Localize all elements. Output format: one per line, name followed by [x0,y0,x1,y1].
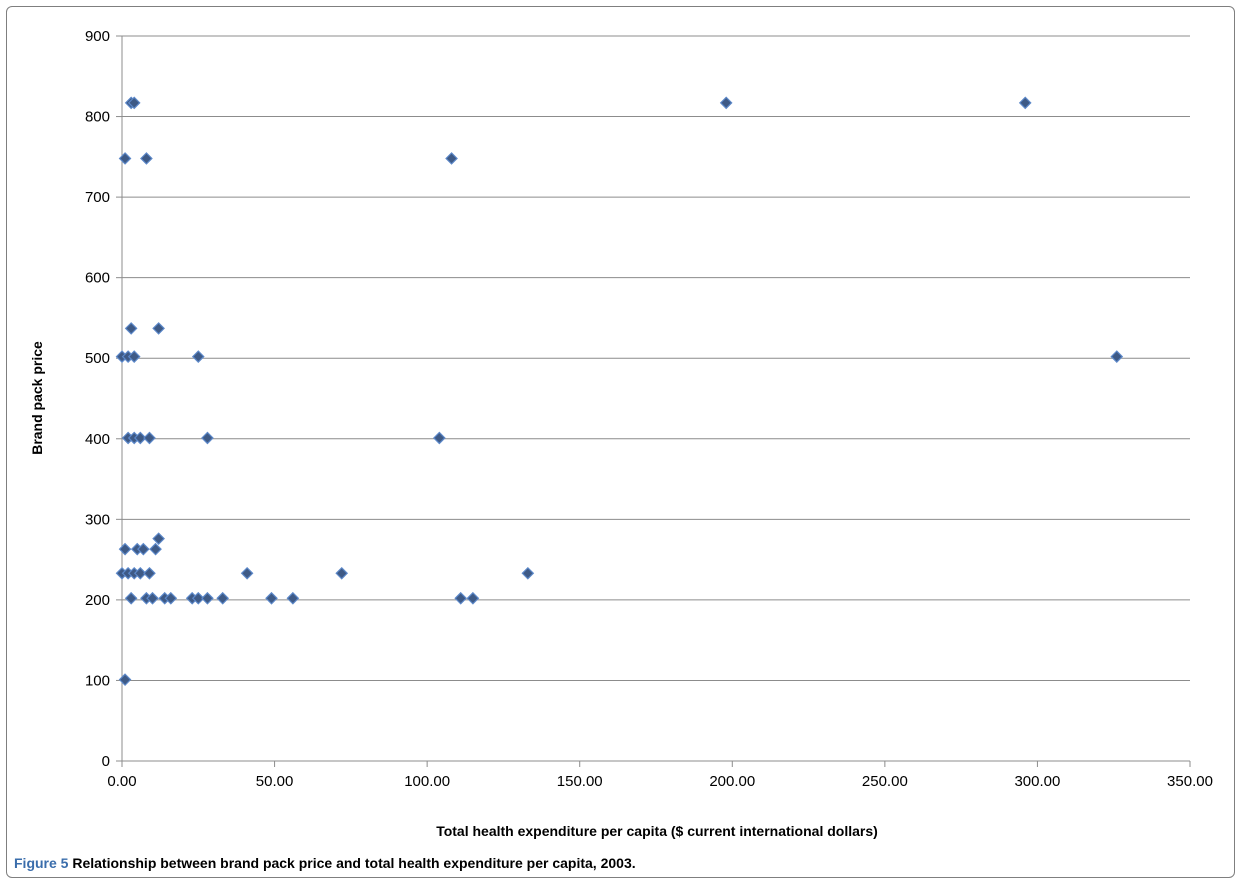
y-tick-label: 900 [85,28,110,45]
data-point [216,591,230,605]
data-point [124,322,138,335]
data-point [152,322,165,335]
data-point [143,566,156,580]
data-point [454,591,468,605]
data-point [201,431,214,445]
data-point [286,591,300,605]
data-point [466,591,480,605]
data-point [127,96,141,110]
data-point [133,566,147,580]
x-tick-label: 0.00 [107,773,136,790]
data-point [335,566,349,580]
data-point [127,350,141,363]
data-point [118,542,132,556]
data-point [191,350,205,363]
x-tick-label: 150.00 [557,773,603,790]
tick-labels: 0 100 200 300 400 500 600 700 800 900 0.00 50.00 100… [85,28,1213,790]
scatter-chart: 0 100 200 300 400 500 600 700 800 900 0.00 50.00 100… [29,28,1213,839]
data-point [149,542,162,556]
y-tick-label: 100 [85,672,110,689]
data-point [133,431,147,445]
caption-text: Relationship between brand pack price an… [68,855,636,871]
data-point [118,673,132,686]
data-point [433,431,446,445]
gridlines [122,35,1190,762]
data-point [201,591,214,605]
x-tick-label: 200.00 [709,773,755,790]
data-point [146,591,159,605]
caption-label: Figure 5 [14,855,69,871]
y-tick-label: 300 [85,511,110,528]
x-tick-label: 100.00 [404,773,450,790]
y-tick-label: 500 [85,350,110,367]
data-point [191,591,205,605]
data-point [719,96,733,110]
y-tick-label: 800 [85,109,110,126]
data-point [1110,350,1124,363]
data-points [115,96,1124,686]
data-point [143,431,156,445]
data-point [445,152,458,165]
x-axis-title: Total health expenditure per capita ($ c… [436,823,878,839]
x-tick-label: 350.00 [1167,773,1213,790]
figure-frame [6,6,1235,878]
data-point [137,542,150,556]
data-point [152,532,165,546]
y-tick-label: 200 [85,592,110,609]
data-point [265,591,278,605]
figure-caption: Figure 5 Relationship between brand pack… [14,855,636,871]
x-tick-label: 300.00 [1014,773,1060,790]
y-tick-label: 600 [85,270,110,287]
data-point [521,566,535,580]
data-point [140,152,153,165]
data-point [240,566,254,580]
y-tick-label: 0 [102,753,110,770]
y-tick-label: 400 [85,431,110,448]
y-axis-title: Brand pack price [29,341,45,455]
data-point [1018,96,1032,110]
x-tick-label: 250.00 [862,773,908,790]
data-point [124,591,138,605]
x-tick-label: 50.00 [256,773,294,790]
axes [116,35,1191,767]
data-point [118,152,132,165]
y-tick-label: 700 [85,189,110,206]
data-point [164,591,178,605]
